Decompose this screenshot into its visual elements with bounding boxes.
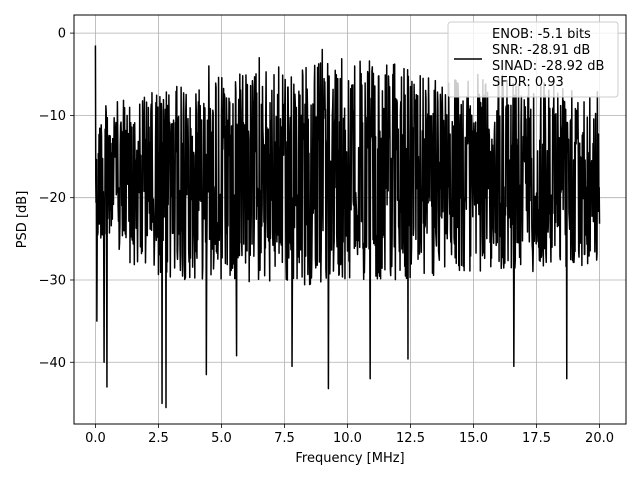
y-tick-label: −10 (39, 109, 66, 124)
legend-box (447, 21, 619, 98)
y-tick-label: −30 (39, 273, 66, 288)
plot-frame (73, 14, 627, 425)
x-axis-ticks: 0.0 2.5 5.0 7.5 10.0 12.5 15.0 17.5 20.0 (85, 424, 614, 446)
legend-sinad: SINAD: -28.92 dB (492, 59, 604, 74)
y-tick-label: −40 (39, 356, 66, 371)
legend-sfdr: SFDR: 0.93 (492, 75, 564, 90)
x-axis-label: Frequency [MHz] (295, 451, 404, 466)
x-tick-label: 7.5 (274, 431, 295, 446)
y-tick-label: 0 (58, 27, 66, 42)
x-tick-label: 5.0 (211, 431, 232, 446)
y-tick-label: −20 (39, 191, 66, 206)
x-tick-label: 20.0 (585, 431, 614, 446)
psd-series-line (94, 45, 601, 409)
x-tick-label: 0.0 (85, 431, 106, 446)
y-axis-label: PSD [dB] (15, 191, 30, 249)
x-tick-label: 12.5 (396, 431, 425, 446)
legend: ENOB: -5.1 bits SNR: -28.91 dB SINAD: -2… (447, 21, 619, 98)
series-layer (94, 45, 601, 409)
x-tick-label: 2.5 (148, 431, 169, 446)
x-tick-label: 15.0 (459, 431, 488, 446)
x-tick-label: 10.0 (333, 431, 362, 446)
legend-snr: SNR: -28.91 dB (492, 43, 590, 58)
x-tick-label: 17.5 (522, 431, 551, 446)
legend-enob: ENOB: -5.1 bits (492, 27, 591, 42)
y-axis-ticks: 0 −10 −20 −30 −40 (39, 27, 74, 371)
